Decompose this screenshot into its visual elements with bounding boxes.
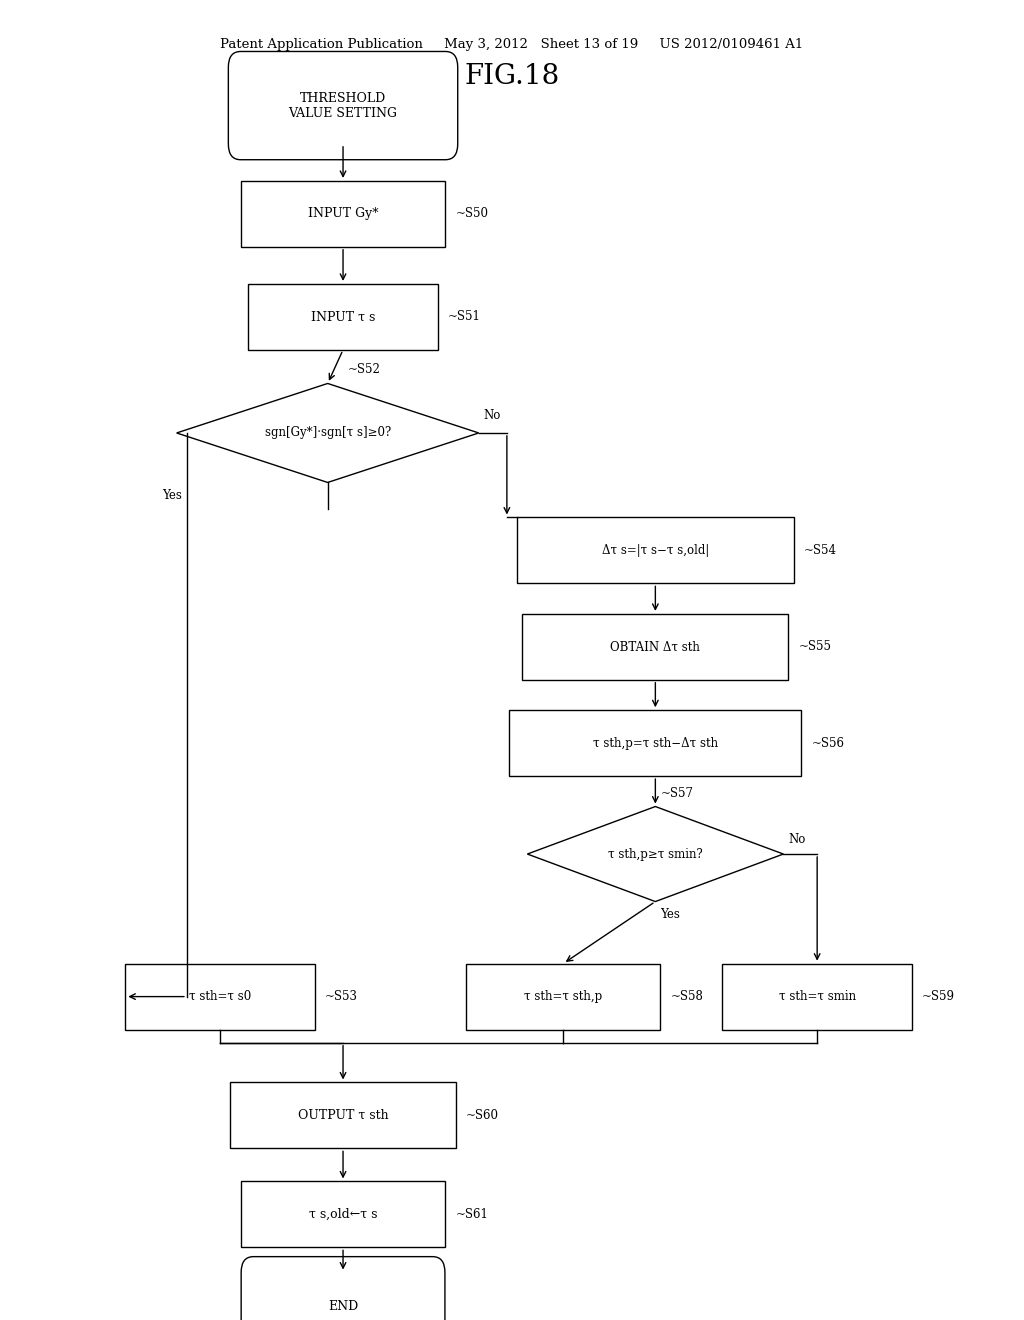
- FancyBboxPatch shape: [517, 517, 794, 583]
- Text: Yes: Yes: [660, 908, 680, 921]
- FancyBboxPatch shape: [723, 964, 912, 1030]
- Text: τ s,old←τ s: τ s,old←τ s: [309, 1208, 377, 1221]
- Text: τ sth,p≥τ smin?: τ sth,p≥τ smin?: [608, 847, 702, 861]
- Text: ~S55: ~S55: [799, 640, 831, 653]
- Text: ~S50: ~S50: [456, 207, 488, 220]
- Text: ~S52: ~S52: [348, 363, 381, 375]
- Text: Δτ s=|τ s−τ s,old|: Δτ s=|τ s−τ s,old|: [602, 544, 709, 557]
- Text: No: No: [788, 833, 806, 846]
- Text: τ sth=τ sth,p: τ sth=τ sth,p: [524, 990, 602, 1003]
- Polygon shape: [527, 807, 783, 902]
- Polygon shape: [177, 383, 479, 482]
- Text: ~S54: ~S54: [804, 544, 837, 557]
- FancyBboxPatch shape: [228, 51, 458, 160]
- Text: ~S53: ~S53: [326, 990, 358, 1003]
- Text: OUTPUT τ sth: OUTPUT τ sth: [298, 1109, 388, 1122]
- Text: OBTAIN Δτ sth: OBTAIN Δτ sth: [610, 640, 700, 653]
- Text: ~S51: ~S51: [449, 310, 481, 323]
- Text: ~S58: ~S58: [671, 990, 703, 1003]
- Text: ~S60: ~S60: [466, 1109, 499, 1122]
- FancyBboxPatch shape: [230, 1082, 456, 1148]
- Text: FIG.18: FIG.18: [464, 63, 560, 90]
- Text: ~S59: ~S59: [923, 990, 955, 1003]
- Text: ~S57: ~S57: [660, 787, 693, 800]
- Text: τ sth,p=τ sth−Δτ sth: τ sth,p=τ sth−Δτ sth: [593, 737, 718, 750]
- FancyBboxPatch shape: [522, 614, 788, 680]
- FancyBboxPatch shape: [241, 181, 445, 247]
- Text: END: END: [328, 1300, 358, 1313]
- Text: τ sth=τ smin: τ sth=τ smin: [778, 990, 856, 1003]
- FancyBboxPatch shape: [125, 964, 315, 1030]
- Text: THRESHOLD
VALUE SETTING: THRESHOLD VALUE SETTING: [289, 91, 397, 120]
- Text: τ sth=τ s0: τ sth=τ s0: [189, 990, 251, 1003]
- FancyBboxPatch shape: [510, 710, 801, 776]
- FancyBboxPatch shape: [249, 284, 438, 350]
- FancyBboxPatch shape: [466, 964, 660, 1030]
- FancyBboxPatch shape: [241, 1181, 445, 1247]
- Text: INPUT Gy*: INPUT Gy*: [308, 207, 378, 220]
- Text: INPUT τ s: INPUT τ s: [311, 310, 375, 323]
- Text: No: No: [484, 409, 501, 422]
- FancyBboxPatch shape: [242, 1257, 444, 1320]
- Text: sgn[Gy*]·sgn[τ s]≥0?: sgn[Gy*]·sgn[τ s]≥0?: [264, 426, 391, 440]
- Text: Patent Application Publication     May 3, 2012   Sheet 13 of 19     US 2012/0109: Patent Application Publication May 3, 20…: [220, 38, 804, 51]
- Text: Yes: Yes: [162, 488, 182, 502]
- Text: ~S56: ~S56: [811, 737, 845, 750]
- Text: ~S61: ~S61: [456, 1208, 488, 1221]
